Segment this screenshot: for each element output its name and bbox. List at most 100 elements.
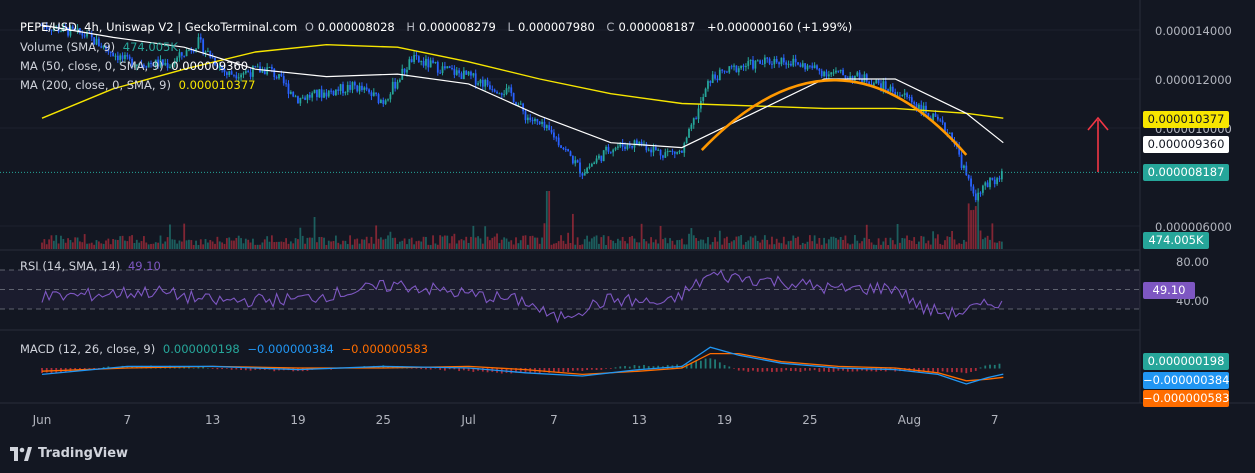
macd-hist-bar — [870, 368, 873, 372]
volume-bar — [910, 240, 913, 249]
macd-hist-bar — [225, 368, 228, 369]
candle-body — [794, 58, 797, 63]
macd-hist-bar — [624, 365, 626, 369]
volume-bar — [199, 239, 202, 249]
candle-body — [434, 62, 437, 64]
candle-body — [960, 154, 963, 168]
candle-body — [496, 91, 498, 94]
volume-bar — [849, 244, 852, 249]
candle-body — [498, 93, 501, 95]
macd-hist-bar — [221, 368, 224, 370]
macd-hist-bar — [249, 368, 252, 371]
volume-bar — [225, 238, 228, 249]
candle-body — [752, 59, 754, 69]
candle-body — [692, 118, 695, 125]
candle-body — [868, 81, 871, 85]
volume-bar — [647, 243, 650, 249]
candle-body — [337, 89, 340, 91]
arrow-head — [1087, 116, 1109, 131]
candle-body — [704, 88, 707, 98]
volume-bar — [536, 237, 539, 249]
volume-bar — [998, 241, 1001, 249]
tradingview-logo[interactable]: TradingView — [10, 446, 128, 461]
candle-body — [261, 69, 264, 73]
volume-bar — [766, 239, 769, 249]
candle-body — [237, 77, 240, 79]
volume-bar — [375, 225, 378, 249]
time-tick-8: 19 — [717, 413, 732, 427]
volume-bar — [116, 240, 119, 249]
candle-body — [500, 93, 503, 95]
volume-bar — [356, 238, 359, 249]
macd-hist-bar — [633, 365, 636, 369]
candle-body — [906, 93, 908, 98]
macd-signal-legend-value: −0.000000583 — [341, 342, 428, 356]
macd-hist-legend-value: 0.000000198 — [162, 342, 240, 356]
volume-bar — [856, 240, 859, 249]
volume-bar — [102, 243, 105, 249]
volume-bar — [429, 244, 432, 249]
candle-body — [756, 60, 759, 62]
macd-line — [41, 346, 1004, 385]
volume-bar — [915, 244, 918, 249]
volume-bar — [119, 236, 122, 249]
volume-bar — [403, 238, 406, 249]
volume-bar — [64, 242, 67, 249]
candle-body — [361, 85, 363, 90]
volume-bar — [818, 237, 821, 249]
volume-legend-value: 474.005K — [122, 40, 178, 54]
time-tick-5: Jul — [460, 413, 475, 427]
candle-body — [872, 83, 875, 86]
macd-hist-bar — [951, 368, 953, 373]
volume-bar — [470, 236, 472, 249]
candle-body — [996, 178, 999, 185]
candle-body — [365, 87, 368, 90]
candle-body — [242, 73, 245, 75]
main-legend: PEPE/USD, 4h, Uniswap V2 | GeckoTerminal… — [20, 20, 853, 34]
macd-hist-bar — [605, 368, 607, 369]
volume-bar — [278, 241, 280, 249]
macd-hist-bar — [207, 367, 209, 369]
candle-body — [780, 57, 783, 65]
candle-body — [133, 66, 136, 68]
macd-hist-bar — [45, 368, 48, 373]
volume-bar — [880, 244, 882, 249]
volume-bar — [918, 241, 920, 249]
volume-bar — [451, 236, 453, 249]
volume-bar — [382, 239, 385, 249]
candle-body — [389, 94, 392, 100]
volume-bar — [413, 244, 415, 249]
macd-hist-bar — [984, 365, 987, 369]
candle-body — [590, 164, 593, 167]
volume-bar — [865, 224, 868, 249]
macd-hist-bar — [595, 368, 598, 370]
candle-body — [202, 39, 205, 53]
volume-bar — [827, 239, 830, 249]
volume-bar — [519, 240, 522, 249]
volume-bar — [154, 242, 157, 249]
candle-body — [311, 93, 314, 98]
macd-hist-bar — [974, 368, 977, 371]
candle-body — [877, 80, 880, 84]
candle-body — [190, 49, 193, 51]
candle-body — [640, 141, 643, 145]
volume-bar — [951, 230, 953, 249]
volume-bar — [512, 244, 515, 249]
volume-bar — [287, 243, 290, 249]
candle-body — [778, 62, 780, 65]
volume-bar — [95, 240, 98, 249]
candle-body — [342, 84, 344, 94]
macd-hist-bar — [472, 368, 475, 372]
candle-body — [308, 94, 311, 98]
volume-bar — [681, 238, 683, 249]
volume-bar — [877, 238, 880, 249]
volume-bar — [650, 237, 652, 249]
candle-body — [759, 60, 762, 64]
volume-bar — [678, 239, 681, 249]
candle-body — [143, 64, 145, 67]
volume-bar — [939, 243, 942, 249]
volume-bar — [974, 206, 977, 249]
candle-body — [121, 55, 124, 59]
macd-hist-bar — [761, 368, 764, 372]
volume-bar — [891, 240, 894, 249]
